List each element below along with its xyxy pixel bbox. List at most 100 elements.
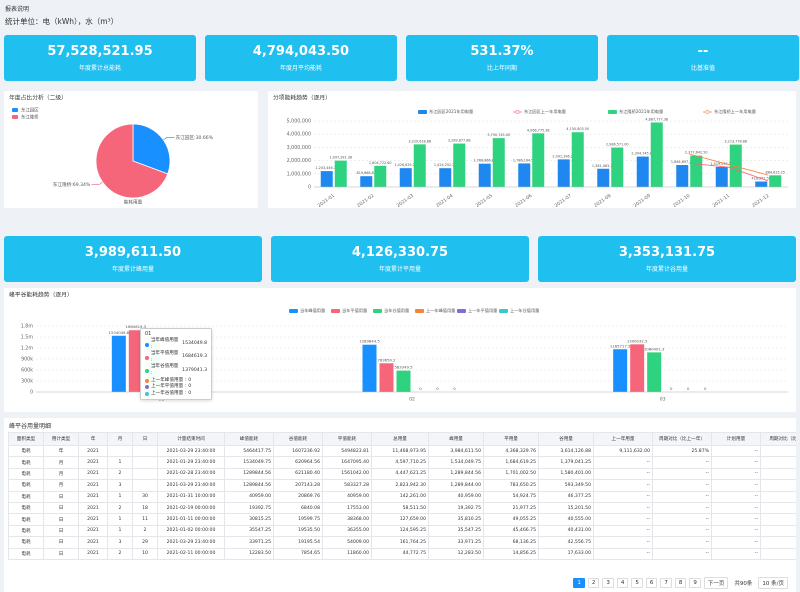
bar [613,349,628,392]
table-cell: 2021 [78,490,108,503]
column-header: 用计类型 [43,432,79,446]
column-header: 谷值能耗 [273,432,323,446]
y-tick-label: 300k [21,379,33,385]
value-label: 1,426,835.25 [394,163,417,167]
table-cell: 电耗 [8,467,44,481]
table-wrap: 面积类型 用计类型年月日计量结束时间 峰值能耗 谷值能耗 平值能耗 总用量 峰用量 平用量 谷用… [8,432,796,560]
bar [379,363,394,392]
tooltip-item: 当年峰值用量1534049.8 [145,338,207,351]
column-header: 峰用量 [428,432,484,446]
y-tick-label: 3,000,000 [287,145,311,151]
table-cell: 19535.50 [273,524,323,538]
table-cell: 621180.40 [273,467,323,481]
tooltip-name: 上一年峰值用量 [151,378,186,385]
table-cell: 1289844.56 [224,479,274,492]
table-cell: -- [711,501,761,515]
legend-swatch [418,110,427,114]
table-cell: 电耗 [8,479,44,492]
value-label: 1,997,281.38 [329,156,352,160]
table-cell: -- [593,524,653,538]
table-cell: 54,924.75 [483,490,539,503]
legend-swatch [289,309,298,313]
table-cell: 日 [43,524,79,538]
kpi-label: 年度累计总能耗 [78,65,121,72]
value-label: 1080401.3 [644,346,665,351]
bar [650,122,663,187]
table-cell: 日 [43,536,79,549]
table-cell: -- [760,490,796,503]
legend-label: 东江隆桥2021年用电量 [619,108,663,115]
bar [611,147,624,187]
table-cell: -- [652,479,712,492]
page-button[interactable]: 4 [616,578,629,588]
bar [334,160,347,187]
tooltip: 01当年峰值用量1534049.8当年平值用量1684619.3当年谷值用量13… [140,328,212,401]
table-cell: -- [652,547,712,560]
value-label: 884,615.25 [766,170,785,174]
page-size-select[interactable]: 10 条/页 [758,577,788,589]
table-cell: -- [652,513,712,526]
table-cell: -- [711,444,761,458]
table-cell: 783,650.25 [483,479,539,492]
table-cell: 54009.00 [322,536,372,549]
page-button[interactable]: 8 [674,578,687,588]
table-cell: 2 [132,524,158,538]
page-button[interactable]: 5 [631,578,643,588]
bar [439,168,452,187]
page-button[interactable]: 9 [689,578,701,588]
table-cell: -- [652,524,712,538]
bar [532,133,545,187]
page-button[interactable]: 2 [587,578,600,588]
tooltip-name: 上一年谷值用量 [151,391,186,398]
page-button[interactable]: 3 [602,578,614,588]
table-cell: 2 [107,467,133,481]
table-cell: -- [760,456,796,469]
table-cell: 5464417.75 [224,444,274,458]
pie-slice [95,123,169,199]
table-cell: 4,447,621.25 [371,467,429,481]
table-cell: 2021-03-29 23:40:00 [157,479,225,492]
table-cell: 1 [107,456,133,469]
table-cell: 2021-03-29 23:40:00 [157,536,225,549]
kpi-value: 531.37% [470,44,534,59]
page-button[interactable]: 6 [645,578,658,588]
value-label: 1289844.5 [359,339,380,344]
table-cell: -- [760,536,796,549]
table-cell: -- [593,513,653,526]
table-cell: 电耗 [8,513,44,526]
column-header: 周期对比（比上一年） [652,432,712,446]
x-tick-label: 2021-01 [317,193,336,208]
bar-chart: 分项能耗趋势（逐月） 0 1,000,000 2,000,000 3,000,000 4,… [273,94,788,208]
table-cell: 1289844.56 [224,467,274,481]
table-cell: 1 [107,490,133,503]
page-button[interactable]: 7 [660,578,672,588]
kpi-label: 比基准值 [690,65,715,72]
bar [360,176,373,187]
x-tick-label: 2021-02 [356,193,375,208]
table-cell: 2021 [78,536,108,549]
table-cell: 2021-01-11 00:00:00 [157,513,225,526]
table-cell: 1,534,049.75 [428,456,484,469]
line-series [689,153,769,176]
line-series [689,162,769,182]
legend-dot [515,110,520,114]
page-button[interactable]: 1 [573,578,585,588]
table-cell: 2021 [78,479,108,492]
slice-label: 东江隆桥:69.34% [53,181,91,188]
value-label: 1534049.8 [109,330,130,335]
table-cell: 2021-01-29 23:40:00 [157,456,225,469]
legend-swatch [608,110,617,114]
table-cell: 月 [43,479,79,492]
table-cell: -- [711,513,761,526]
table-cell: 3,614,126.88 [538,444,594,458]
next-button[interactable]: 下一页 [703,577,729,589]
value-label: 1,203,446.75 [315,166,338,170]
table-cell: 30815.25 [224,513,274,526]
table-cell: 2 [107,547,133,560]
table-cell: 17,633.00 [538,547,594,560]
legend-swatch [415,309,424,313]
kpi-label: 比上年同期 [486,65,517,72]
